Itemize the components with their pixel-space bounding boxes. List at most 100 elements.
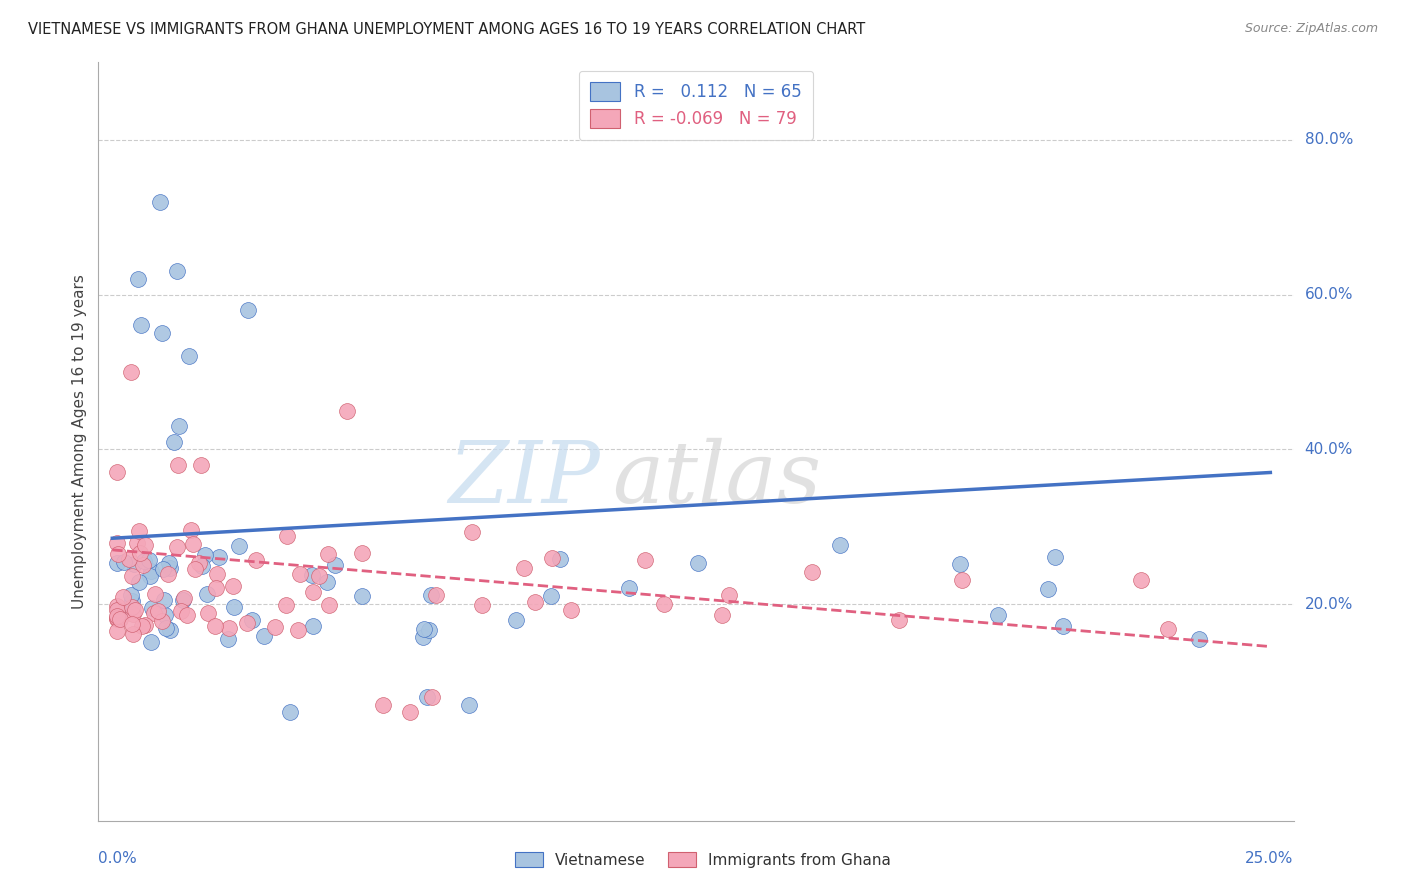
Point: [224, 599, 246, 614]
Point: [325, 558, 347, 572]
Point: [987, 608, 1010, 623]
Point: [129, 318, 152, 333]
Point: [105, 612, 128, 626]
Point: [253, 629, 276, 643]
Text: 40.0%: 40.0%: [1305, 442, 1353, 457]
Point: [146, 604, 169, 618]
Point: [523, 595, 546, 609]
Point: [141, 601, 163, 615]
Point: [318, 598, 340, 612]
Point: [419, 588, 441, 602]
Point: [425, 588, 447, 602]
Point: [617, 581, 640, 595]
Point: [315, 574, 337, 589]
Point: [181, 537, 204, 551]
Point: [132, 554, 155, 568]
Point: [157, 556, 180, 570]
Point: [132, 558, 155, 572]
Point: [301, 567, 323, 582]
Point: [127, 272, 149, 286]
Point: [276, 529, 298, 543]
Point: [208, 550, 231, 565]
Point: [122, 558, 145, 572]
Legend: Vietnamese, Immigrants from Ghana: Vietnamese, Immigrants from Ghana: [508, 844, 898, 875]
Point: [352, 590, 374, 604]
Point: [204, 619, 226, 633]
Point: [471, 598, 494, 612]
Point: [1157, 622, 1180, 636]
Point: [141, 564, 163, 578]
Point: [418, 623, 440, 637]
Point: [1188, 632, 1211, 647]
Point: [107, 547, 129, 561]
Point: [190, 559, 212, 574]
Point: [889, 613, 911, 627]
Text: 20.0%: 20.0%: [1305, 597, 1353, 612]
Point: [634, 553, 657, 567]
Point: [118, 552, 141, 566]
Point: [155, 621, 177, 635]
Point: [548, 552, 571, 566]
Point: [107, 603, 129, 617]
Point: [163, 434, 186, 449]
Point: [228, 539, 250, 553]
Point: [711, 608, 734, 623]
Point: [413, 623, 436, 637]
Point: [105, 602, 128, 616]
Point: [301, 619, 323, 633]
Text: ZIP: ZIP: [449, 438, 600, 521]
Point: [121, 617, 143, 632]
Point: [152, 593, 174, 607]
Point: [412, 630, 434, 644]
Point: [1130, 573, 1153, 587]
Point: [352, 545, 374, 559]
Point: [143, 587, 166, 601]
Point: [170, 604, 193, 618]
Point: [121, 569, 143, 583]
Point: [143, 606, 166, 620]
Point: [950, 574, 973, 588]
Point: [120, 588, 142, 602]
Point: [124, 603, 146, 617]
Point: [540, 589, 562, 603]
Point: [105, 536, 128, 550]
Point: [139, 635, 162, 649]
Point: [371, 698, 394, 712]
Point: [420, 690, 443, 704]
Text: 0.0%: 0.0%: [98, 851, 138, 866]
Point: [167, 419, 190, 434]
Point: [176, 608, 198, 623]
Point: [152, 326, 174, 341]
Point: [197, 606, 219, 620]
Point: [336, 403, 359, 417]
Point: [416, 690, 439, 704]
Point: [290, 567, 312, 582]
Point: [652, 598, 675, 612]
Point: [108, 612, 131, 626]
Point: [399, 706, 422, 720]
Text: 25.0%: 25.0%: [1246, 851, 1294, 866]
Point: [128, 524, 150, 538]
Point: [193, 548, 215, 562]
Y-axis label: Unemployment Among Ages 16 to 19 years: Unemployment Among Ages 16 to 19 years: [72, 274, 87, 609]
Point: [195, 587, 218, 601]
Point: [139, 569, 162, 583]
Point: [190, 458, 212, 472]
Point: [150, 615, 173, 629]
Point: [153, 607, 176, 622]
Point: [177, 350, 200, 364]
Point: [205, 581, 228, 595]
Point: [1043, 549, 1066, 564]
Point: [105, 611, 128, 625]
Text: 80.0%: 80.0%: [1305, 132, 1353, 147]
Point: [131, 619, 153, 633]
Point: [156, 566, 179, 581]
Point: [949, 557, 972, 571]
Point: [274, 598, 297, 612]
Point: [112, 555, 135, 569]
Point: [540, 551, 562, 566]
Point: [122, 607, 145, 621]
Point: [128, 546, 150, 560]
Text: 60.0%: 60.0%: [1305, 287, 1353, 302]
Point: [105, 599, 128, 613]
